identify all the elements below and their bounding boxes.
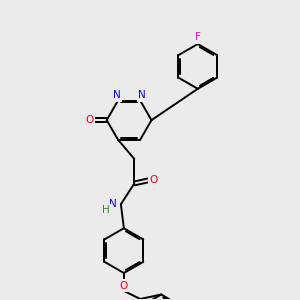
Text: H: H [102, 205, 110, 215]
Text: F: F [195, 32, 201, 42]
Text: O: O [120, 280, 128, 291]
Text: O: O [85, 115, 94, 125]
Text: N: N [113, 90, 121, 100]
Text: N: N [138, 90, 146, 100]
Text: N: N [109, 199, 116, 209]
Text: O: O [150, 176, 158, 185]
